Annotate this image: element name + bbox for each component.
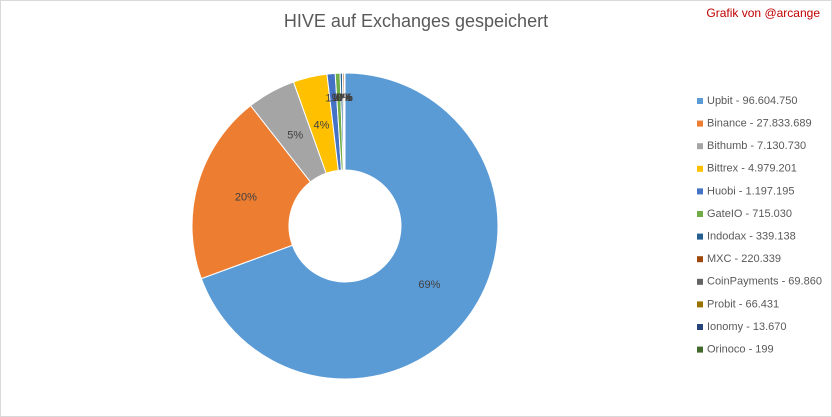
legend-label: Ionomy - 13.670 bbox=[707, 321, 787, 333]
legend-swatch bbox=[697, 165, 703, 172]
legend-label: Binance - 27.833.689 bbox=[707, 118, 812, 130]
legend-swatch bbox=[697, 211, 703, 217]
legend-swatch bbox=[697, 143, 703, 150]
legend-swatch bbox=[697, 233, 703, 240]
legend-swatch bbox=[697, 256, 703, 263]
legend-label: Orinoco - 199 bbox=[707, 344, 774, 356]
slice-label: 0% bbox=[334, 92, 350, 104]
legend-swatch bbox=[697, 188, 703, 195]
legend-label: Indodax - 339.138 bbox=[707, 231, 796, 243]
slice-label: 20% bbox=[235, 192, 257, 204]
legend-label: Bithumb - 7.130.730 bbox=[707, 140, 806, 152]
slice-label: 0% bbox=[337, 92, 353, 104]
legend-label: MXC - 220.339 bbox=[707, 253, 781, 265]
slice bbox=[200, 72, 499, 380]
credit: Grafik von @arcange bbox=[706, 6, 820, 20]
legend-label: Upbit - 96.604.750 bbox=[707, 95, 798, 107]
chart-title: HIVE auf Exchanges gespeichert bbox=[284, 11, 548, 31]
legend-swatch bbox=[697, 278, 703, 285]
slice-label: 4% bbox=[313, 120, 329, 132]
legend-swatch bbox=[697, 120, 703, 127]
legend-swatch bbox=[697, 301, 703, 308]
legend-swatch bbox=[697, 324, 703, 330]
slice-label: 5% bbox=[287, 130, 303, 142]
slice bbox=[191, 104, 312, 280]
legend-label: Probit - 66.431 bbox=[707, 298, 779, 310]
legend-swatch bbox=[697, 346, 703, 353]
legend-label: Bittrex - 4.979.201 bbox=[707, 163, 797, 175]
legend-label: CoinPayments - 69.860 bbox=[707, 276, 822, 288]
slice-label: 69% bbox=[418, 279, 440, 291]
legend-swatch bbox=[697, 98, 703, 104]
legend-label: GateIO - 715.030 bbox=[707, 208, 792, 220]
legend-label: Huobi - 1.197.195 bbox=[707, 185, 794, 197]
slice-label: 0% bbox=[336, 92, 352, 104]
